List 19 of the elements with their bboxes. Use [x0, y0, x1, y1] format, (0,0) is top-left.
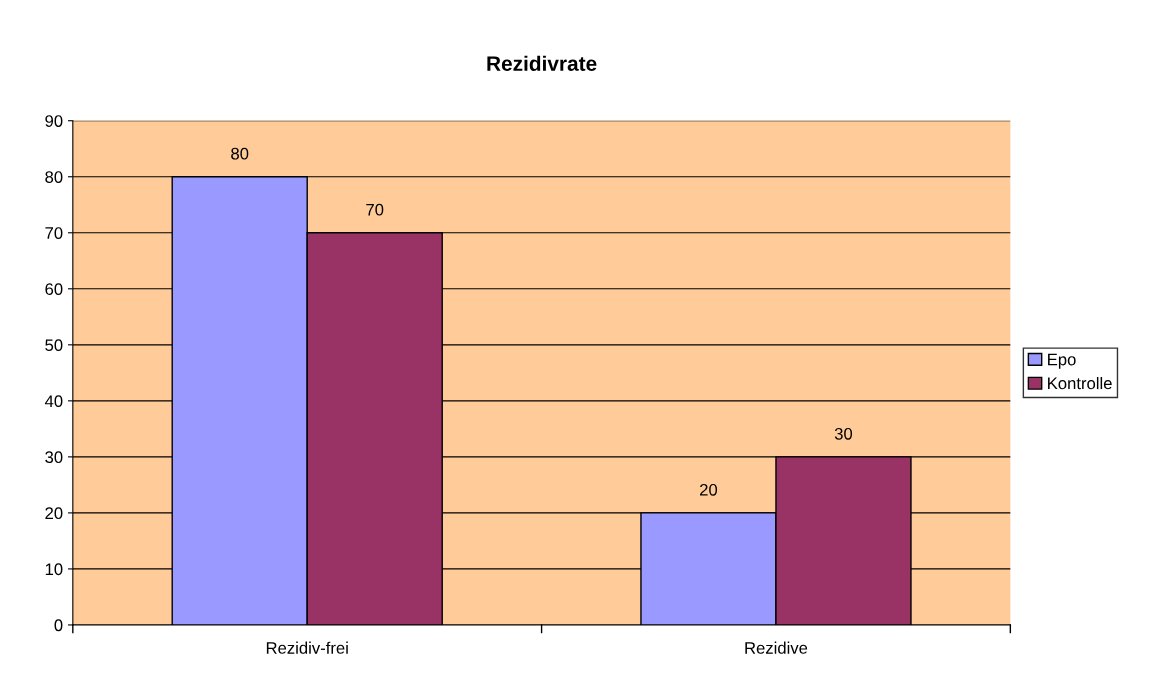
- data-label: 70: [366, 203, 384, 216]
- x-tick-label: Rezidive: [745, 641, 808, 654]
- y-tick-label: 80: [45, 171, 63, 183]
- y-tick-label: 60: [45, 283, 63, 296]
- legend-label: Kontrolle: [1048, 377, 1112, 390]
- y-tick-label: 50: [45, 339, 63, 352]
- y-tick-label: 10: [45, 563, 63, 576]
- data-label: 80: [231, 147, 249, 160]
- y-tick-label: 20: [45, 507, 63, 520]
- x-tick-label: Rezidiv-frei: [266, 641, 348, 654]
- y-tick-label: 90: [45, 115, 63, 127]
- y-tick-label: 40: [44, 395, 63, 408]
- data-label: 30: [834, 427, 853, 440]
- chart-title: Rezidivrate: [487, 55, 597, 71]
- legend-label: Epo: [1048, 353, 1076, 369]
- data-label: 20: [700, 483, 718, 496]
- y-tick-label: 0: [54, 619, 63, 632]
- y-tick-label: 70: [45, 227, 63, 239]
- y-tick-label: 30: [45, 451, 63, 464]
